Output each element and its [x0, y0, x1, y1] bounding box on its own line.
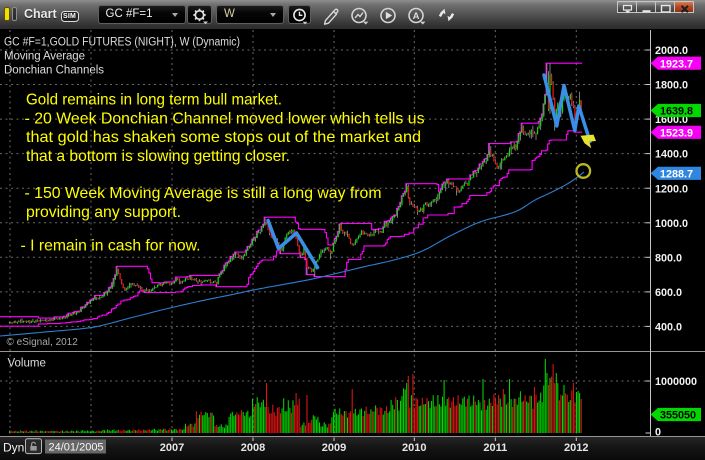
svg-text:1800.0: 1800.0	[655, 80, 688, 92]
svg-text:1000000: 1000000	[655, 376, 697, 388]
svg-text:800.0: 800.0	[655, 252, 682, 264]
svg-text:Moving Average: Moving Average	[4, 50, 85, 62]
svg-text:GC #F=1,GOLD FUTURES (NIGHT),: GC #F=1,GOLD FUTURES (NIGHT), W (Dynamic…	[4, 37, 240, 49]
svg-text:2000.0: 2000.0	[655, 45, 688, 57]
svg-text:1923.7: 1923.7	[660, 58, 693, 70]
svg-text:2009: 2009	[322, 442, 346, 454]
svg-text:A: A	[413, 11, 420, 22]
svg-text:1000.0: 1000.0	[655, 218, 688, 230]
svg-text:that gold has shaken some stop: that gold has shaken some stops out of t…	[26, 129, 421, 146]
svg-text:- I remain in cash for now.: - I remain in cash for now.	[21, 238, 201, 255]
svg-text:2007: 2007	[160, 442, 184, 454]
svg-text:1200.0: 1200.0	[655, 183, 688, 195]
svg-text:1639.8: 1639.8	[660, 106, 693, 118]
svg-text:24/01/2005: 24/01/2005	[49, 442, 104, 454]
svg-text:Gold remains in long term bull: Gold remains in long term bull market.	[26, 92, 282, 109]
svg-text:providing any support.: providing any support.	[26, 204, 181, 221]
svg-text:Volume: Volume	[8, 358, 46, 370]
svg-text:that a bottom is slowing getti: that a bottom is slowing getting closer.	[26, 148, 290, 165]
svg-text:1400.0: 1400.0	[655, 149, 688, 161]
svg-text:Dyn: Dyn	[3, 440, 24, 454]
svg-text:2012: 2012	[564, 442, 588, 454]
svg-text:400.0: 400.0	[655, 322, 682, 334]
svg-text:- 150 Week Moving Average is s: - 150 Week Moving Average is still a lon…	[25, 185, 382, 202]
svg-text:355050: 355050	[660, 410, 696, 422]
svg-text:1523.9: 1523.9	[660, 127, 693, 139]
svg-text:© eSignal, 2012: © eSignal, 2012	[7, 337, 79, 348]
svg-text:2008: 2008	[241, 442, 265, 454]
svg-text:2010: 2010	[402, 442, 426, 454]
svg-text:Donchian Channels: Donchian Channels	[4, 64, 104, 76]
svg-text:- 20 Week Donchian Channel mov: - 20 Week Donchian Channel moved lower w…	[25, 110, 425, 127]
svg-text:0: 0	[655, 427, 661, 439]
svg-text:600.0: 600.0	[655, 287, 682, 299]
svg-text:1600.0: 1600.0	[655, 114, 688, 126]
svg-text:1288.7: 1288.7	[660, 168, 693, 180]
svg-text:2011: 2011	[483, 442, 507, 454]
